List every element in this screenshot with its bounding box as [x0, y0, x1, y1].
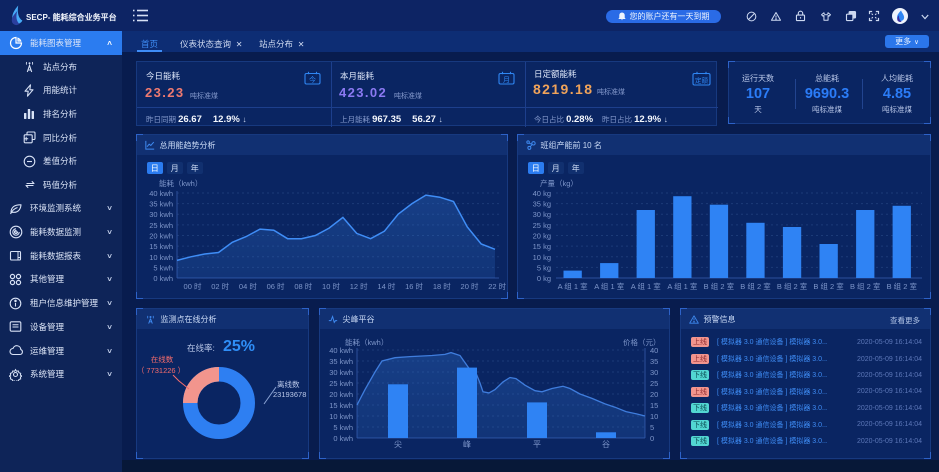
svg-text:35: 35: [650, 357, 658, 366]
svg-text:5: 5: [650, 423, 654, 432]
svg-text:10 kg: 10 kg: [533, 253, 551, 262]
svg-text:02 时: 02 时: [211, 281, 229, 291]
svg-text:25 kwh: 25 kwh: [149, 221, 173, 230]
svg-text:16 时: 16 时: [405, 281, 423, 291]
svg-text:40 kwh: 40 kwh: [329, 346, 353, 355]
svg-text:20 kwh: 20 kwh: [149, 232, 173, 241]
svg-text:0 kwh: 0 kwh: [333, 434, 353, 443]
svg-text:10 kwh: 10 kwh: [329, 412, 353, 421]
svg-text:峰: 峰: [463, 439, 471, 449]
svg-text:今: 今: [309, 75, 316, 84]
svg-text:产量（kg）: 产量（kg）: [540, 178, 578, 188]
svg-text:15: 15: [650, 401, 658, 410]
svg-text:20 时: 20 时: [461, 281, 479, 291]
svg-text:30 kwh: 30 kwh: [149, 210, 173, 219]
svg-text:B 组 2 室: B 组 2 室: [850, 281, 881, 291]
svg-text:15 kwh: 15 kwh: [149, 242, 173, 251]
svg-text:定额: 定额: [695, 76, 709, 85]
svg-text:B 组 2 室: B 组 2 室: [887, 281, 918, 291]
svg-text:价格（元）: 价格（元）: [623, 337, 661, 347]
svg-text:30 kwh: 30 kwh: [329, 368, 353, 377]
svg-text:5 kwh: 5 kwh: [153, 263, 173, 272]
svg-text:40 kg: 40 kg: [533, 189, 551, 198]
svg-text:谷: 谷: [602, 440, 610, 449]
svg-text:12 时: 12 时: [350, 281, 368, 291]
svg-text:35 kwh: 35 kwh: [149, 200, 173, 209]
svg-text:A 组 1 室: A 组 1 室: [594, 281, 625, 291]
svg-text:35 kg: 35 kg: [533, 200, 551, 209]
svg-text:10 kwh: 10 kwh: [149, 253, 173, 262]
svg-text:22 时: 22 时: [488, 281, 506, 291]
svg-text:5 kwh: 5 kwh: [333, 423, 353, 432]
svg-text:30 kg: 30 kg: [533, 210, 551, 219]
svg-text:0 kg: 0 kg: [537, 274, 551, 283]
svg-text:25%: 25%: [223, 338, 255, 355]
svg-text:40: 40: [650, 346, 658, 355]
svg-text:A 组 1 室: A 组 1 室: [667, 281, 698, 291]
svg-text:0 kwh: 0 kwh: [153, 274, 173, 283]
svg-text:A 组 1 室: A 组 1 室: [558, 281, 589, 291]
svg-text:23193678: 23193678: [273, 390, 306, 399]
svg-text:25: 25: [650, 379, 658, 388]
svg-text:B 组 2 室: B 组 2 室: [813, 281, 844, 291]
svg-text:平: 平: [533, 440, 541, 449]
svg-text:08 时: 08 时: [294, 281, 312, 291]
svg-text:10 时: 10 时: [322, 281, 340, 291]
svg-text:5 kg: 5 kg: [537, 263, 551, 272]
svg-text:20 kg: 20 kg: [533, 232, 551, 241]
svg-text:00 时: 00 时: [184, 281, 202, 291]
svg-text:04 时: 04 时: [239, 281, 257, 291]
svg-text:15 kg: 15 kg: [533, 242, 551, 251]
svg-text:35 kwh: 35 kwh: [329, 357, 353, 366]
svg-text:离线数: 离线数: [277, 379, 300, 389]
svg-text:10: 10: [650, 412, 658, 421]
svg-text:18 时: 18 时: [433, 281, 451, 291]
svg-text:30: 30: [650, 368, 658, 377]
svg-text:能耗（kwh）: 能耗（kwh）: [159, 178, 202, 188]
svg-text:（ 7731226 ）: （ 7731226 ）: [137, 366, 185, 375]
svg-text:尖: 尖: [394, 439, 402, 449]
svg-text:06 时: 06 时: [267, 281, 285, 291]
svg-text:25 kwh: 25 kwh: [329, 379, 353, 388]
svg-text:14 时: 14 时: [377, 281, 395, 291]
svg-text:能耗（kwh）: 能耗（kwh）: [345, 337, 388, 347]
svg-text:40 kwh: 40 kwh: [149, 189, 173, 198]
svg-text:在线数: 在线数: [151, 354, 174, 364]
svg-text:20 kwh: 20 kwh: [329, 390, 353, 399]
svg-text:A 组 1 室: A 组 1 室: [631, 281, 662, 291]
svg-text:20: 20: [650, 390, 658, 399]
svg-text:15 kwh: 15 kwh: [329, 401, 353, 410]
svg-text:在线率:: 在线率:: [187, 343, 215, 353]
svg-text:B 组 2 室: B 组 2 室: [777, 281, 808, 291]
svg-text:月: 月: [503, 76, 510, 84]
svg-text:25 kg: 25 kg: [533, 221, 551, 230]
svg-text:B 组 2 室: B 组 2 室: [740, 281, 771, 291]
svg-text:B 组 2 室: B 组 2 室: [704, 281, 735, 291]
svg-text:0: 0: [650, 434, 654, 443]
